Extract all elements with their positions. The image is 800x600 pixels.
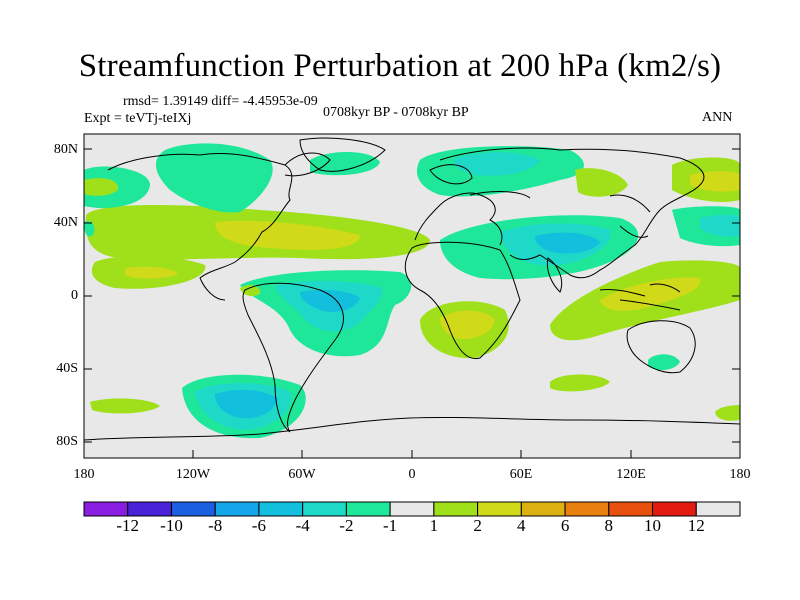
- lat-label-40n: 40N: [53, 215, 78, 230]
- contour-negative: [155, 143, 273, 213]
- contour-negative: [700, 215, 740, 237]
- contour-positive: [84, 178, 119, 196]
- coastline: [242, 282, 344, 433]
- lon-label-60w: 60W: [288, 467, 316, 482]
- colorbar-swatch: [127, 501, 172, 517]
- coastlines: [84, 137, 740, 441]
- coastline: [84, 416, 740, 441]
- colorbar-swatch: [302, 501, 347, 517]
- period-label: 0708kyr BP - 0708kyr BP: [323, 105, 469, 120]
- coastline: [626, 320, 696, 374]
- contour-positive: [600, 277, 701, 311]
- colorbar-swatch: [477, 501, 522, 517]
- contour-positive: [240, 285, 261, 296]
- colorbar-label: 10: [644, 516, 661, 535]
- lon-label-0: 0: [408, 467, 416, 482]
- colorbar-label: 12: [687, 516, 705, 535]
- contour-positive: [575, 168, 628, 197]
- contour-negative: [84, 221, 95, 237]
- lat-ticks: [83, 148, 741, 458]
- colorbar-swatch: [389, 501, 435, 517]
- coastline: [546, 257, 563, 293]
- coastline: [299, 137, 386, 172]
- colorbar-label: -8: [208, 516, 223, 535]
- colorbar-label: 6: [560, 516, 570, 535]
- contour-negative: [454, 152, 540, 176]
- colorbar-label: 8: [604, 516, 614, 535]
- contour-positive: [715, 405, 740, 421]
- colorbar-label: -10: [160, 516, 183, 535]
- stats-text: rmsd= 1.39149 diff= -4.45953e-09: [123, 94, 318, 109]
- colorbar-swatch: [433, 501, 479, 517]
- lon-label-120e: 120E: [616, 467, 646, 482]
- colorbar-swatch: [608, 501, 654, 517]
- contour-negative: [535, 232, 600, 254]
- coastline: [404, 241, 521, 360]
- page-title: Streamfunction Perturbation at 200 hPa (…: [78, 48, 722, 84]
- colorbar-label: 4: [517, 516, 526, 535]
- lat-label-0: 0: [71, 288, 78, 303]
- colorbar-swatch: [345, 501, 391, 517]
- coastline: [439, 147, 705, 279]
- contour-positive: [215, 220, 360, 250]
- lon-label-120w: 120W: [175, 467, 211, 482]
- colorbar-label: -1: [383, 516, 398, 535]
- contour-negative: [300, 290, 360, 312]
- coastline: [107, 152, 293, 301]
- contour-positive: [125, 266, 178, 279]
- coastline: [619, 225, 649, 238]
- colorbar-swatch: [214, 501, 260, 517]
- colorbar-swatch: [564, 501, 610, 517]
- contour-fields: [84, 143, 740, 439]
- contour-negative: [215, 389, 278, 419]
- lon-label-180e: 180: [729, 467, 751, 482]
- coastline: [609, 194, 651, 213]
- colorbar-swatch: [695, 501, 741, 517]
- colorbar-label: -6: [251, 516, 266, 535]
- colorbar-swatch: [258, 501, 304, 517]
- coastline: [469, 191, 531, 199]
- colorbar-label: 1: [429, 516, 439, 535]
- colorbar-label: 2: [473, 516, 482, 535]
- contour-negative: [648, 354, 680, 371]
- contour-positive: [550, 374, 610, 392]
- lon-label-180w: 180: [73, 467, 95, 482]
- coastline: [284, 152, 331, 177]
- colorbar-swatch: [520, 501, 566, 517]
- colorbar: [83, 501, 741, 517]
- colorbar-swatch: [170, 501, 216, 517]
- season-label: ANN: [702, 110, 733, 125]
- colorbar-label: -4: [295, 516, 310, 535]
- coastline: [414, 192, 503, 246]
- contour-positive: [440, 310, 495, 340]
- contour-positive: [690, 171, 740, 192]
- coastline: [429, 164, 473, 185]
- lon-label-60e: 60E: [509, 467, 533, 482]
- colorbar-label: -2: [339, 516, 354, 535]
- lat-label-40s: 40S: [56, 361, 78, 376]
- colorbar-swatch: [83, 501, 129, 517]
- colorbar-swatch: [652, 501, 697, 517]
- lat-label-80s: 80S: [56, 434, 78, 449]
- contour-positive: [90, 398, 160, 414]
- experiment-label: Expt = teVTj-teIXj: [84, 111, 192, 126]
- lat-label-80n: 80N: [53, 142, 78, 157]
- coastline: [599, 283, 681, 311]
- colorbar-label: -12: [116, 516, 140, 535]
